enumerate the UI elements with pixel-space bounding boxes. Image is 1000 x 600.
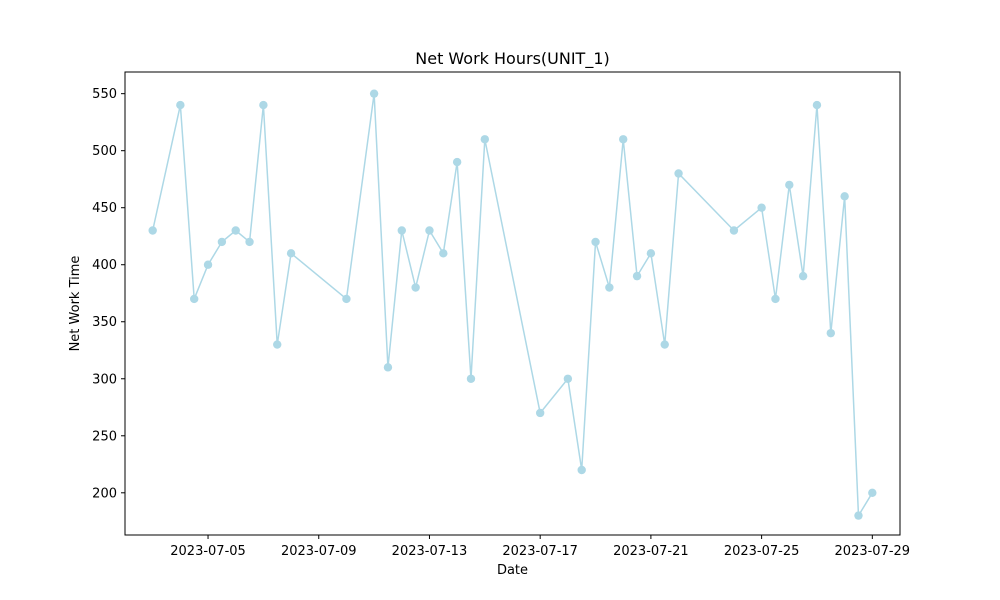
data-point [259,100,268,110]
data-point [535,408,545,418]
data-point [729,226,739,235]
data-point [397,226,406,235]
data-point [619,135,628,144]
data-point [785,180,794,190]
data-point [757,203,766,212]
y-tick-label: 400 [92,258,117,273]
x-tick-label: 2023-07-29 [835,544,911,559]
series-line [151,93,873,519]
data-point [383,363,393,372]
data-point [826,328,835,338]
y-tick-label: 550 [92,87,117,102]
data-point [203,260,213,269]
data-point [231,226,240,235]
data-point [217,237,227,247]
y-tick-label: 350 [92,315,117,330]
data-point [342,294,351,304]
x-axis-label: Date [497,563,528,578]
data-point [452,157,462,167]
data-point [591,237,600,247]
x-tick-label: 2023-07-21 [613,544,689,559]
data-point [812,100,822,110]
y-axis: 200 250 300 350 400 450 500 550 [92,87,125,501]
x-axis: 2023-07-05 2023-07-09 2023-07-13 2023-07-17… [170,535,910,559]
data-point [632,271,642,281]
data-point [369,89,379,98]
y-tick-label: 250 [92,429,117,444]
x-tick-label: 2023-07-25 [724,544,800,559]
y-tick-label: 200 [92,486,117,501]
y-tick-label: 300 [92,372,117,387]
y-tick-label: 450 [92,201,117,216]
data-point [273,340,282,349]
data-point [286,249,296,258]
data-point [190,294,199,304]
data-point [771,294,780,304]
y-axis-label: Net Work Time [68,256,83,352]
plot-layer [148,89,877,520]
data-point [605,283,614,292]
data-point [245,237,254,247]
x-tick-label: 2023-07-13 [392,544,468,559]
data-point [411,283,420,292]
data-point [425,226,434,235]
x-tick-label: 2023-07-17 [502,544,578,559]
x-tick-label: 2023-07-09 [281,544,357,559]
data-point [577,465,586,475]
data-point [646,249,656,258]
x-tick-label: 2023-07-05 [170,544,246,559]
data-point [868,488,877,498]
data-point [674,169,683,178]
data-point [660,340,669,349]
data-point [176,100,185,110]
data-point [854,511,863,520]
y-tick-label: 500 [92,144,117,159]
data-point [840,192,849,201]
data-point [466,374,476,383]
data-point [439,249,448,258]
data-point [148,226,157,235]
chart-title: Net Work Hours(UNIT_1) [415,49,609,69]
data-point [480,135,490,144]
data-point [563,374,573,383]
plot-frame [124,71,901,536]
data-point [798,271,808,281]
